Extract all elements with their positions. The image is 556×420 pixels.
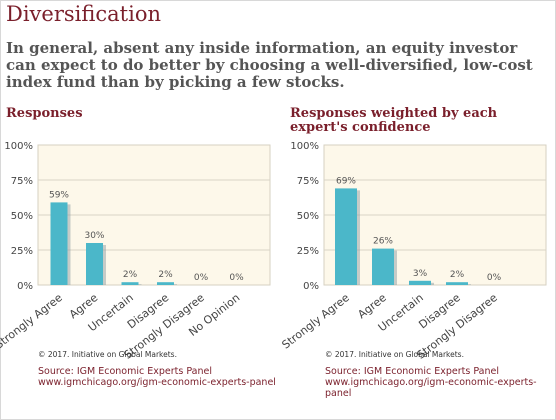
- left-source-line: Source: IGM Economic Experts Panel: [38, 366, 212, 377]
- right-bar: [409, 280, 431, 285]
- left-bar: [157, 282, 174, 285]
- right-y-tick-label: 50%: [297, 211, 319, 222]
- left-y-tick-label: 50%: [11, 211, 33, 222]
- right-source-line: Source: IGM Economic Experts Panel: [325, 366, 499, 377]
- right-y-tick-label: 25%: [297, 246, 319, 257]
- page-title: Diversification: [6, 2, 161, 26]
- right-y-tick-label: 0%: [303, 281, 319, 292]
- right-value-label: 69%: [336, 176, 356, 186]
- left-value-label: 2%: [123, 270, 138, 280]
- right-y-tick-label: 75%: [297, 176, 319, 187]
- left-value-label: 59%: [49, 190, 69, 200]
- left-value-label: 0%: [229, 273, 244, 283]
- right-category-label: Strongly Agree: [279, 291, 352, 352]
- right-bar: [446, 282, 468, 285]
- left-y-tick-label: 25%: [11, 246, 33, 257]
- right-value-label: 0%: [487, 273, 502, 283]
- right-value-label: 26%: [373, 237, 393, 247]
- right-bar: [335, 188, 357, 285]
- right-y-tick-label: 100%: [290, 141, 319, 152]
- right-source-url[interactable]: www.igmchicago.org/igm-economic-experts-…: [325, 377, 537, 399]
- left-bar: [121, 282, 139, 285]
- left-category-label: Strongly Agree: [0, 291, 65, 352]
- left-y-tick-label: 0%: [17, 281, 33, 292]
- left-bar: [50, 202, 68, 285]
- left-y-tick-label: 75%: [11, 176, 33, 187]
- right-source: Source: IGM Economic Experts Panel www.i…: [325, 366, 545, 399]
- right-bar: [372, 248, 394, 285]
- right-value-label: 3%: [413, 269, 428, 279]
- left-value-label: 2%: [158, 270, 173, 280]
- left-value-label: 30%: [84, 231, 104, 241]
- left-y-tick-label: 100%: [4, 141, 33, 152]
- left-bar: [86, 243, 103, 285]
- right-copyright: © 2017. Initiative on Global Markets.: [325, 350, 464, 359]
- survey-question: In general, absent any inside informatio…: [6, 39, 533, 91]
- left-copyright: © 2017. Initiative on Global Markets.: [38, 350, 177, 359]
- right-value-label: 2%: [450, 270, 465, 280]
- left-source: Source: IGM Economic Experts Panel www.i…: [38, 366, 288, 388]
- left-value-label: 0%: [194, 273, 209, 283]
- left-source-url[interactable]: www.igmchicago.org/igm-economic-experts-…: [38, 377, 276, 388]
- right-chart-heading: Responses weighted by each expert's conf…: [290, 106, 498, 135]
- left-chart-heading: Responses: [6, 106, 83, 121]
